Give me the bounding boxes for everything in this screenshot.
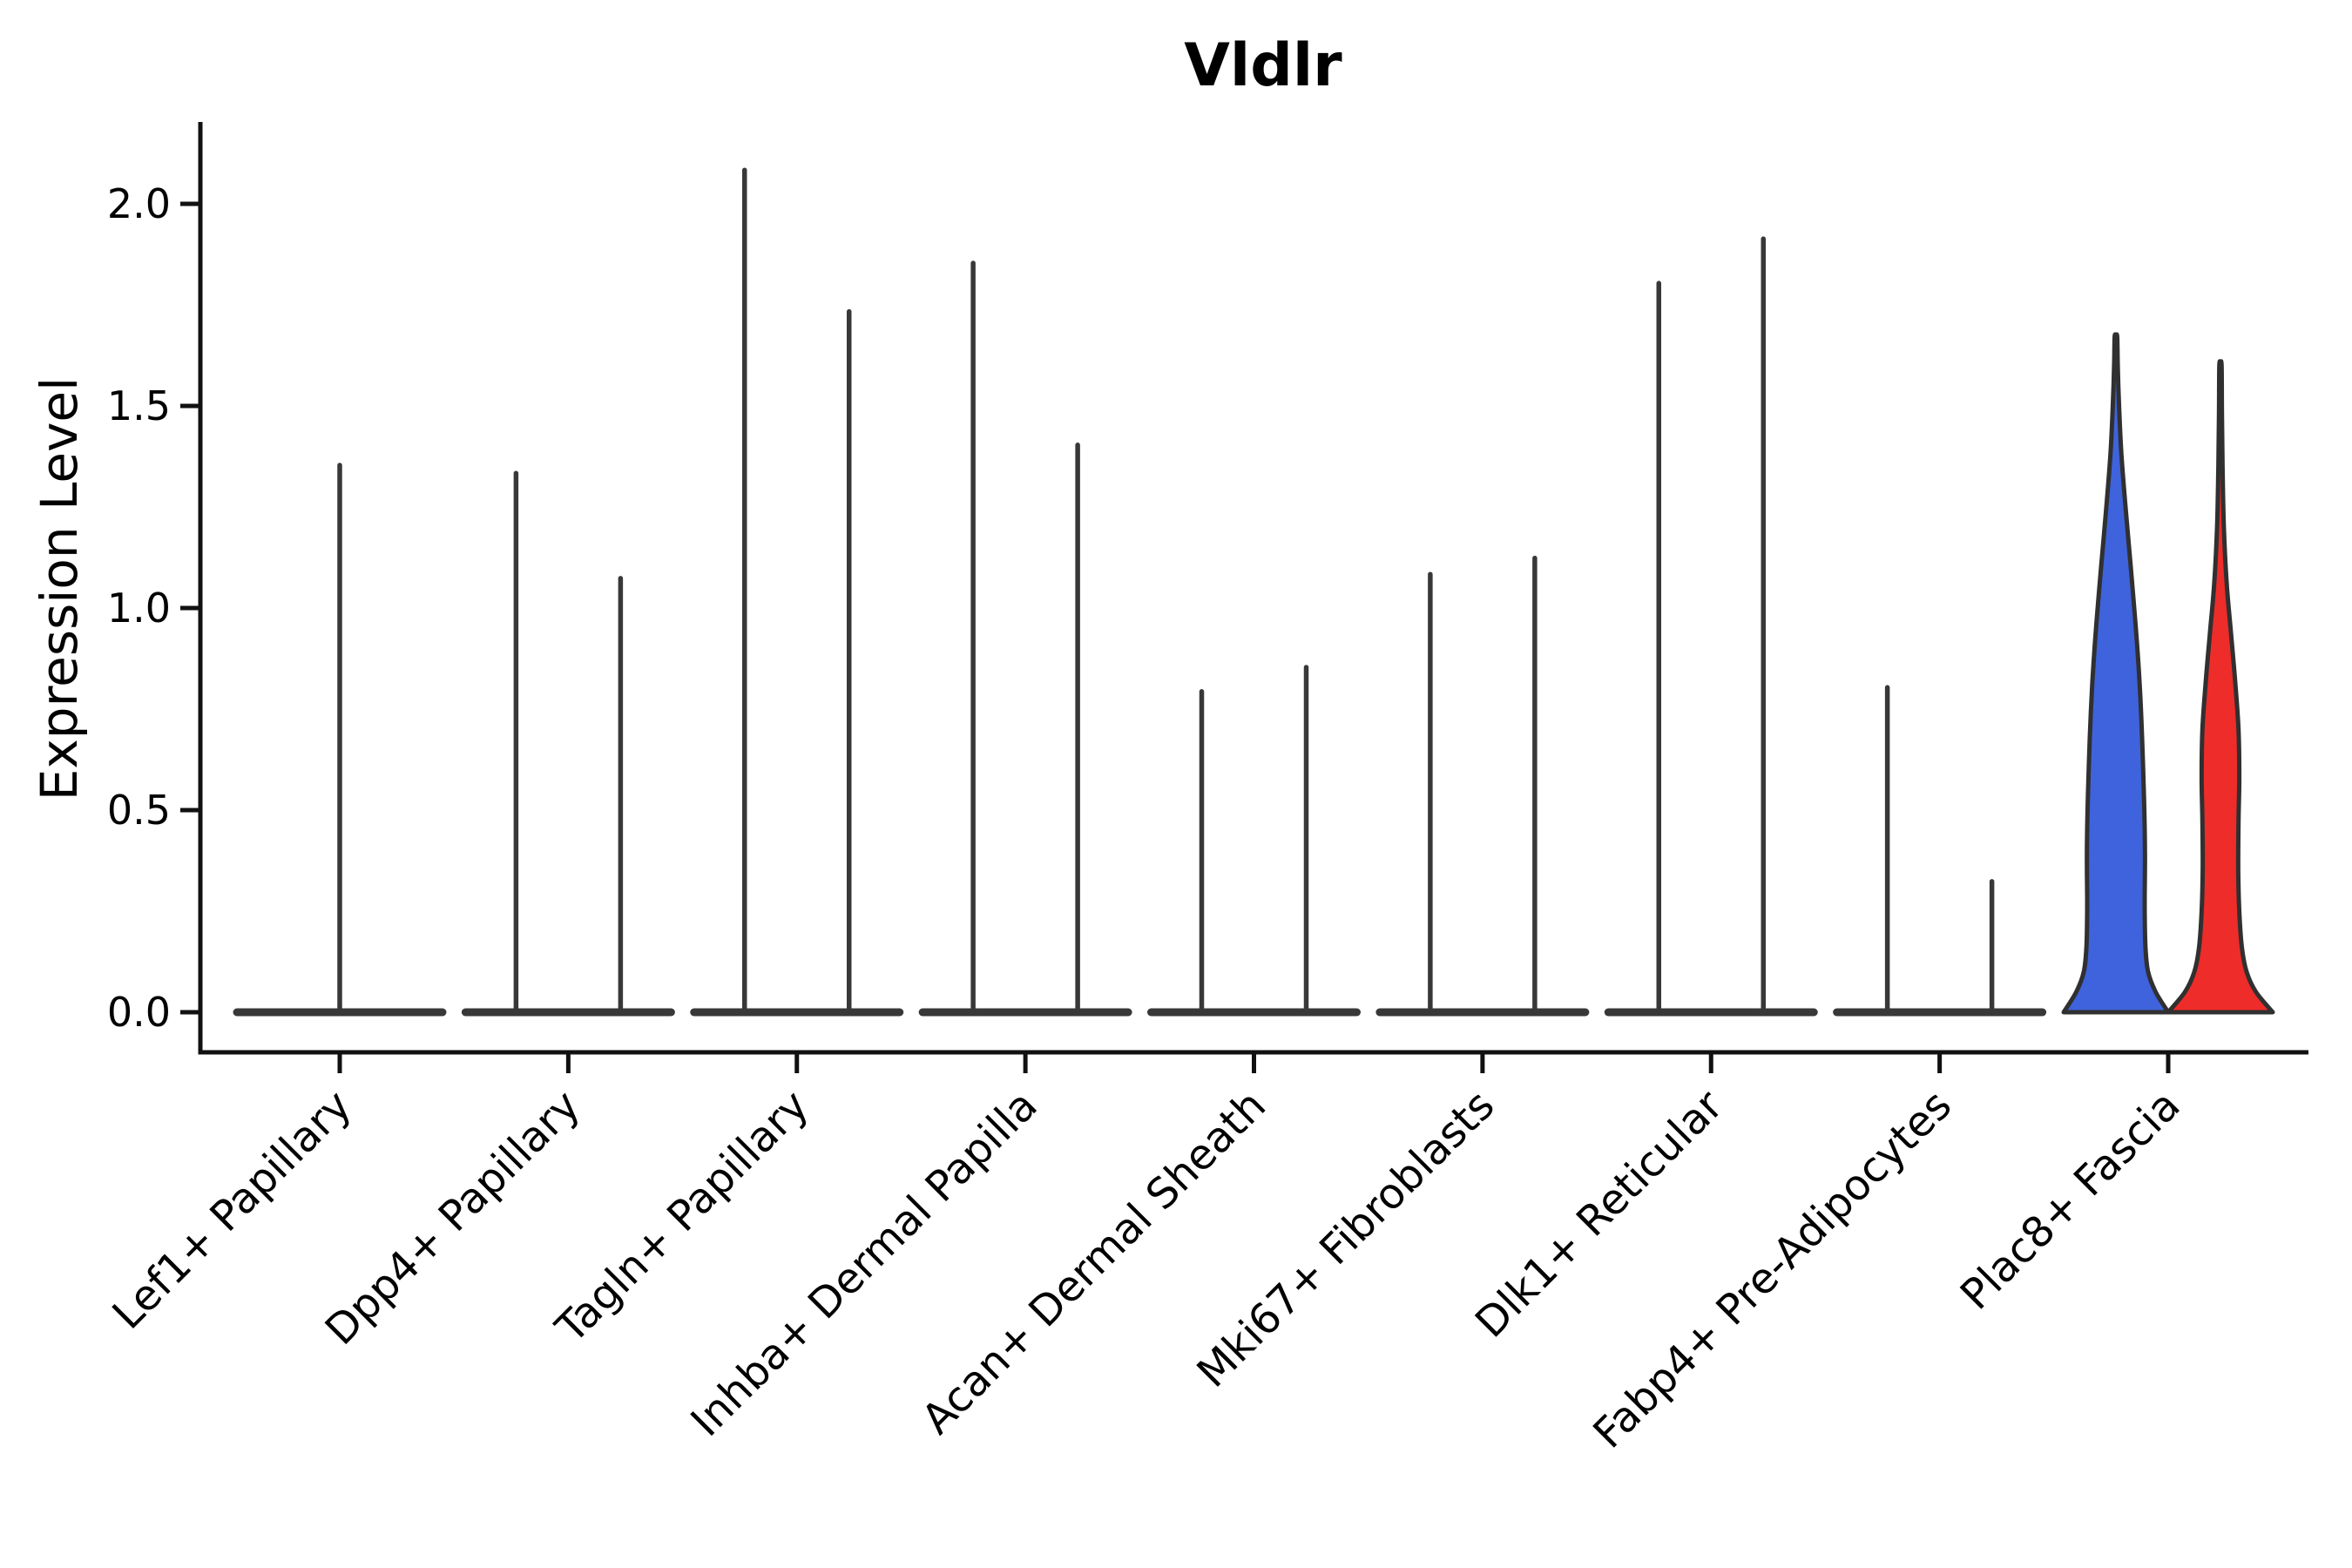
violin-shape [2166,359,2275,1015]
chart-title: Vldlr [1184,31,1342,100]
y-tick-label: 2.0 [107,180,171,227]
y-tick-label: 1.5 [107,382,171,429]
x-tick-label: Lef1+ Papillary [104,1081,362,1339]
y-tick-label: 0.5 [107,787,171,834]
y-axis-label: Expression Level [30,377,89,801]
y-tick-label: 1.0 [107,585,171,632]
violin-shape [2061,332,2171,1015]
y-tick-label: 0.0 [107,989,171,1036]
violins-group [337,167,2275,1015]
x-tick-label: Dlk1+ Reticular [1466,1081,1733,1348]
y-ticks-group: 0.0 0.5 1.0 1.5 2.0 [107,180,200,1036]
x-tick-label: Tagln+ Papillary [546,1081,818,1353]
x-tick-label: Dpp4+ Papillary [316,1081,590,1355]
x-tick-label: Plac8+ Fascia [1951,1081,2190,1320]
